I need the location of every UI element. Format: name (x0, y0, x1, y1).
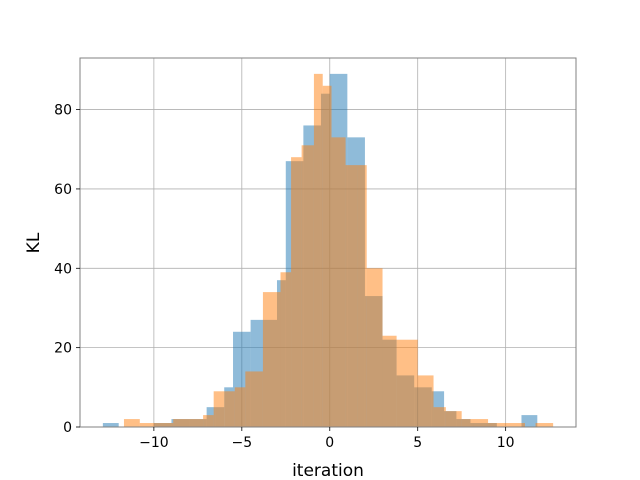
histogram-bar-series-2 (382, 335, 397, 427)
y-tick-label: 80 (54, 103, 72, 119)
histogram-bar-series-2 (535, 423, 554, 427)
histogram-bar-series-2 (488, 423, 506, 427)
histogram-bar-series-2 (234, 387, 246, 427)
histogram-bar-series-2 (224, 391, 235, 427)
y-tick-label: 40 (54, 261, 72, 277)
x-tick-label: 5 (413, 435, 422, 451)
histogram-bars (102, 73, 554, 428)
histogram-bar-series-2 (433, 407, 446, 427)
x-tick-label: 0 (325, 435, 334, 451)
x-tick-label: −10 (139, 435, 169, 451)
histogram-bar-series-2 (505, 423, 525, 427)
histogram-bar-series-2 (203, 415, 214, 427)
histogram-bar-series-2 (417, 375, 434, 427)
x-tick-label: −5 (231, 435, 252, 451)
histogram-bar-series-2 (473, 419, 489, 427)
histogram-bar-series-2 (396, 339, 418, 427)
histogram-bar-series-2 (366, 268, 383, 427)
histogram-bar-series-2 (345, 165, 358, 427)
histogram-bar-series-2 (173, 419, 204, 427)
histogram-bar-series-2 (245, 371, 263, 427)
histogram-bar-series-2 (123, 419, 140, 427)
histogram-bar-series-1 (102, 423, 119, 427)
histogram-bar-series-2 (445, 411, 462, 427)
histogram-bar-series-2 (280, 272, 292, 427)
histogram-bar-series-2 (357, 165, 367, 427)
histogram-bar-series-2 (291, 157, 302, 427)
axis-ticks: −10 −5 0 5 10 0 20 40 60 80 (54, 103, 514, 451)
y-axis-label: KL (24, 232, 44, 253)
histogram-bar-series-2 (213, 391, 225, 427)
histogram-bar-series-2 (313, 73, 323, 427)
plot-frame (79, 57, 577, 428)
histogram-bar-series-2 (139, 423, 174, 427)
y-tick-label: 0 (63, 420, 72, 436)
y-tick-label: 60 (54, 182, 72, 198)
y-tick-label: 20 (54, 341, 72, 357)
x-axis-label: iteration (292, 461, 364, 480)
histogram-bar-series-2 (262, 292, 281, 427)
histogram-bar-series-2 (461, 419, 474, 427)
histogram-bar-series-1 (521, 415, 538, 427)
histogram-bar-series-2 (331, 137, 346, 427)
x-tick-label: 10 (497, 435, 515, 451)
histogram-bar-series-2 (301, 145, 314, 427)
histogram-bar-series-2 (322, 85, 332, 427)
